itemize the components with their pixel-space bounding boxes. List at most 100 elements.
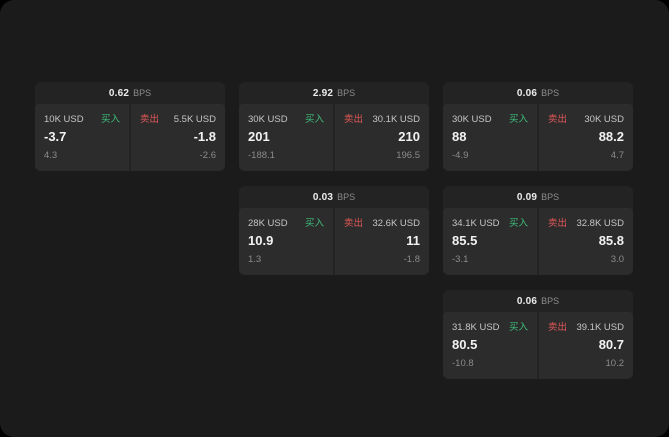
quote-panels: 28K USD 买入 10.9 1.3 卖出 32.6K USD 11 -1.8 <box>239 208 429 275</box>
bps-unit-label: BPS <box>133 88 152 98</box>
bps-unit-label: BPS <box>541 296 560 306</box>
sell-amount: 32.8K USD <box>576 218 624 229</box>
bps-header: 2.92 BPS <box>239 82 429 104</box>
bps-unit-label: BPS <box>337 192 356 202</box>
sell-amount: 30.1K USD <box>372 114 420 125</box>
buy-price: -3.7 <box>44 129 67 144</box>
bps-header: 0.09 BPS <box>443 186 633 208</box>
buy-delta: -3.1 <box>452 254 469 266</box>
bps-value: 0.06 <box>516 295 538 307</box>
sell-top-row: 卖出 5.5K USD <box>140 111 216 125</box>
buy-amount: 30K USD <box>452 114 492 125</box>
bps-value: 0.06 <box>516 87 538 99</box>
buy-top-row: 30K USD 买入 <box>452 111 528 125</box>
quote-panels: 30K USD 买入 88 -4.9 卖出 30K USD 88.2 4.7 <box>443 104 633 171</box>
buy-price: 10.9 <box>248 233 274 248</box>
quote-card: 0.03 BPS 28K USD 买入 10.9 1.3 卖出 32.6K US… <box>239 186 429 275</box>
sell-top-row: 卖出 32.6K USD <box>344 215 420 229</box>
bps-header: 0.06 BPS <box>443 290 633 312</box>
sell-panel[interactable]: 卖出 5.5K USD -1.8 -2.6 <box>131 104 225 171</box>
buy-side-label: 买入 <box>508 218 528 229</box>
bps-value: 2.92 <box>312 87 334 99</box>
sell-top-row: 卖出 39.1K USD <box>548 319 624 333</box>
sell-amount: 5.5K USD <box>173 114 216 125</box>
buy-panel[interactable]: 31.8K USD 买入 80.5 -10.8 <box>443 312 537 379</box>
bps-header: 0.03 BPS <box>239 186 429 208</box>
sell-delta: 10.2 <box>605 358 625 370</box>
sell-price: 85.8 <box>598 233 624 248</box>
sell-delta: 196.5 <box>396 150 420 162</box>
bps-value: 0.62 <box>108 87 130 99</box>
buy-amount: 30K USD <box>248 114 288 125</box>
quote-card: 0.06 BPS 31.8K USD 买入 80.5 -10.8 卖出 39.1… <box>443 290 633 379</box>
sell-price: -1.8 <box>193 129 216 144</box>
buy-side-label: 买入 <box>508 322 528 333</box>
sell-side-label: 卖出 <box>344 114 364 125</box>
buy-side-label: 买入 <box>304 218 324 229</box>
bps-unit-label: BPS <box>337 88 356 98</box>
sell-side-label: 卖出 <box>548 114 568 125</box>
buy-amount: 10K USD <box>44 114 84 125</box>
buy-top-row: 30K USD 买入 <box>248 111 324 125</box>
buy-top-row: 28K USD 买入 <box>248 215 324 229</box>
quote-card: 0.09 BPS 34.1K USD 买入 85.5 -3.1 卖出 32.8K… <box>443 186 633 275</box>
sell-panel[interactable]: 卖出 39.1K USD 80.7 10.2 <box>539 312 633 379</box>
buy-delta: -10.8 <box>452 358 474 370</box>
bps-header: 0.06 BPS <box>443 82 633 104</box>
buy-panel[interactable]: 30K USD 买入 88 -4.9 <box>443 104 537 171</box>
sell-side-label: 卖出 <box>344 218 364 229</box>
sell-side-label: 卖出 <box>140 114 160 125</box>
buy-price: 201 <box>248 129 270 144</box>
sell-delta: -2.6 <box>199 150 216 162</box>
sell-top-row: 卖出 30K USD <box>548 111 624 125</box>
buy-panel[interactable]: 28K USD 买入 10.9 1.3 <box>239 208 333 275</box>
buy-price: 80.5 <box>452 337 478 352</box>
buy-amount: 31.8K USD <box>452 322 500 333</box>
buy-top-row: 10K USD 买入 <box>44 111 120 125</box>
buy-price: 88 <box>452 129 467 144</box>
sell-price: 210 <box>398 129 420 144</box>
buy-amount: 28K USD <box>248 218 288 229</box>
sell-amount: 39.1K USD <box>576 322 624 333</box>
sell-side-label: 卖出 <box>548 322 568 333</box>
quote-panels: 10K USD 买入 -3.7 4.3 卖出 5.5K USD -1.8 -2.… <box>35 104 225 171</box>
bps-unit-label: BPS <box>541 192 560 202</box>
buy-amount: 34.1K USD <box>452 218 500 229</box>
buy-delta: -188.1 <box>248 150 275 162</box>
buy-delta: 1.3 <box>248 254 262 266</box>
buy-top-row: 34.1K USD 买入 <box>452 215 528 229</box>
sell-price: 88.2 <box>598 129 624 144</box>
quote-card: 0.06 BPS 30K USD 买入 88 -4.9 卖出 30K USD <box>443 82 633 171</box>
sell-side-label: 卖出 <box>548 218 568 229</box>
buy-side-label: 买入 <box>508 114 528 125</box>
sell-panel[interactable]: 卖出 32.6K USD 11 -1.8 <box>335 208 429 275</box>
buy-panel[interactable]: 34.1K USD 买入 85.5 -3.1 <box>443 208 537 275</box>
quote-panels: 34.1K USD 买入 85.5 -3.1 卖出 32.8K USD 85.8… <box>443 208 633 275</box>
quote-panels: 31.8K USD 买入 80.5 -10.8 卖出 39.1K USD 80.… <box>443 312 633 379</box>
sell-top-row: 卖出 32.8K USD <box>548 215 624 229</box>
sell-panel[interactable]: 卖出 30K USD 88.2 4.7 <box>539 104 633 171</box>
quote-card: 0.62 BPS 10K USD 买入 -3.7 4.3 卖出 5.5K USD <box>35 82 225 171</box>
sell-amount: 32.6K USD <box>372 218 420 229</box>
sell-panel[interactable]: 卖出 32.8K USD 85.8 3.0 <box>539 208 633 275</box>
sell-top-row: 卖出 30.1K USD <box>344 111 420 125</box>
bps-header: 0.62 BPS <box>35 82 225 104</box>
buy-delta: -4.9 <box>452 150 469 162</box>
sell-panel[interactable]: 卖出 30.1K USD 210 196.5 <box>335 104 429 171</box>
buy-side-label: 买入 <box>100 114 120 125</box>
sell-delta: 3.0 <box>610 254 624 266</box>
buy-side-label: 买入 <box>304 114 324 125</box>
buy-panel[interactable]: 10K USD 买入 -3.7 4.3 <box>35 104 129 171</box>
buy-price: 85.5 <box>452 233 478 248</box>
sell-delta: 4.7 <box>610 150 624 162</box>
bps-value: 0.03 <box>312 191 334 203</box>
sell-amount: 30K USD <box>584 114 624 125</box>
quote-panels: 30K USD 买入 201 -188.1 卖出 30.1K USD 210 1… <box>239 104 429 171</box>
bps-value: 0.09 <box>516 191 538 203</box>
buy-panel[interactable]: 30K USD 买入 201 -188.1 <box>239 104 333 171</box>
quote-card: 2.92 BPS 30K USD 买入 201 -188.1 卖出 30.1K … <box>239 82 429 171</box>
bps-unit-label: BPS <box>541 88 560 98</box>
sell-price: 11 <box>406 233 420 248</box>
sell-delta: -1.8 <box>403 254 420 266</box>
